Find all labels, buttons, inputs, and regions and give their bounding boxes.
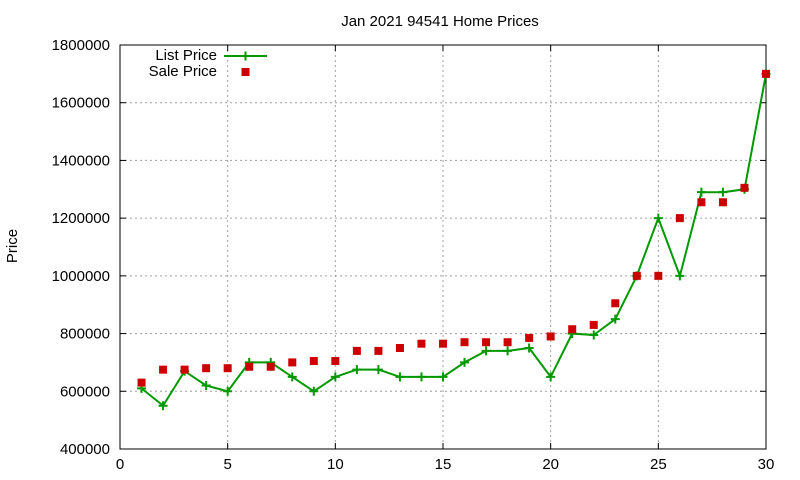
y-tick-label: 1000000	[52, 268, 110, 285]
legend-swatch-sale-price-marker	[241, 68, 250, 76]
sale-price-point	[611, 299, 620, 308]
list-price-point	[696, 187, 706, 197]
sale-price-point	[137, 378, 146, 387]
sale-price-point	[546, 332, 555, 341]
sale-price-point	[589, 320, 598, 329]
sale-price-point	[331, 356, 340, 365]
x-tick-label: 15	[435, 456, 452, 473]
list-price-point	[395, 372, 405, 382]
y-tick-label: 800000	[60, 326, 110, 343]
y-tick-label: 400000	[60, 441, 110, 458]
sale-price-point	[718, 198, 727, 207]
list-price-point	[524, 343, 534, 353]
sale-price-point	[223, 364, 232, 373]
y-tick-label: 1800000	[52, 37, 110, 54]
list-price-point	[460, 357, 470, 367]
x-tick-label: 0	[116, 456, 124, 473]
sale-price-point	[482, 338, 491, 347]
sale-price-point	[697, 198, 706, 207]
list-price-point	[503, 346, 513, 356]
legend-swatch-list-price-marker	[241, 51, 250, 61]
list-price-point	[675, 271, 685, 281]
x-tick-label: 5	[223, 456, 231, 473]
legend-swatches	[224, 51, 267, 76]
list-price-point	[158, 401, 168, 411]
sale-price-point	[740, 183, 749, 192]
sale-price-point	[762, 69, 770, 78]
y-tick-label: 1400000	[52, 152, 110, 169]
sale-price-point	[352, 346, 361, 355]
list-price-point	[438, 372, 448, 382]
sale-price-point	[675, 214, 684, 223]
x-tick-label: 10	[327, 456, 344, 473]
axes	[119, 44, 767, 450]
sale-price-point	[266, 362, 275, 371]
sale-price-point	[202, 364, 211, 373]
sale-price-point	[288, 358, 297, 367]
list-price-point	[309, 386, 319, 396]
sale-price-point	[632, 271, 641, 280]
list-price-point	[352, 365, 362, 375]
sale-price-point	[395, 344, 404, 352]
tick-labels: 0 5 10 15 20 25 30 400000 600000 800000 1000000 120…	[52, 37, 775, 473]
legend-label-sale-price: Sale Price	[149, 63, 217, 80]
sale-price-point	[417, 339, 426, 348]
list-price-point	[416, 372, 426, 382]
x-tick-label: 25	[650, 456, 667, 473]
series-marks	[137, 69, 771, 411]
list-price-point	[610, 314, 620, 324]
list-price-point	[481, 346, 491, 356]
list-price-point	[201, 381, 211, 391]
y-axis-label: Price	[4, 229, 21, 263]
list-price-point	[653, 213, 663, 223]
grid-lines	[120, 45, 766, 449]
sale-price-point	[159, 365, 168, 374]
sale-price-point	[180, 365, 189, 374]
y-tick-label: 600000	[60, 383, 110, 400]
list-price-point	[589, 330, 599, 340]
chart-title: Jan 2021 94541 Home Prices	[341, 13, 539, 30]
y-tick-label: 1200000	[52, 210, 110, 227]
sale-price-point	[374, 346, 383, 355]
sale-price-point	[439, 339, 447, 348]
legend: List Price Sale Price	[149, 47, 267, 80]
x-tick-label: 30	[758, 456, 775, 473]
sale-price-point	[525, 333, 534, 342]
sale-price-point	[503, 338, 512, 347]
list-price-point	[546, 372, 556, 382]
list-price-point	[223, 386, 233, 396]
sale-price-point	[309, 356, 318, 365]
legend-label-list-price: List Price	[155, 47, 217, 64]
sale-price-point	[460, 338, 469, 347]
sale-price-point	[245, 362, 254, 371]
x-tick-label: 20	[542, 456, 559, 473]
list-price-point	[718, 187, 728, 197]
sale-price-point	[654, 271, 663, 280]
list-price-line	[140, 73, 767, 408]
sale-price-point	[568, 325, 577, 334]
list-price-point	[373, 365, 383, 375]
list-price-point	[330, 372, 340, 382]
plot-frame	[119, 44, 767, 450]
list-price-point	[287, 372, 297, 382]
y-tick-label: 1600000	[52, 95, 110, 112]
